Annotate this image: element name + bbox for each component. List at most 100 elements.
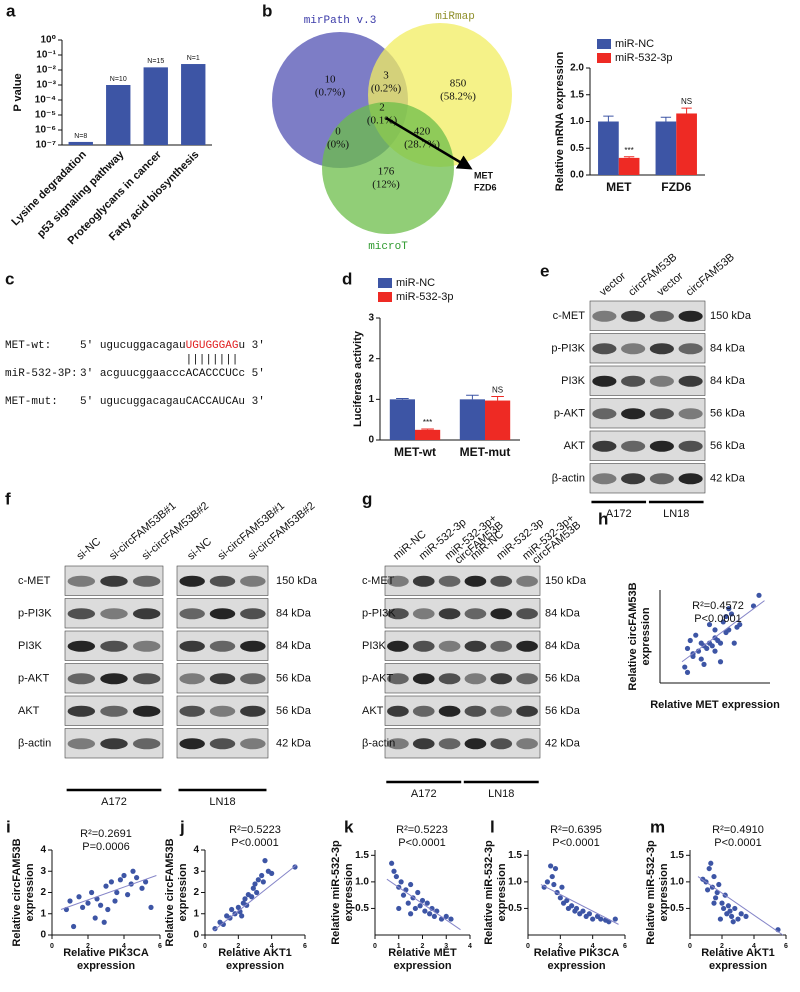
panel-letter: e: [540, 261, 549, 280]
point: [112, 898, 118, 904]
point: [716, 881, 722, 888]
seq-part: c 5': [238, 368, 264, 380]
band: [464, 673, 487, 685]
band: [464, 705, 487, 717]
row-label: p-PI3K: [362, 608, 396, 620]
band: [240, 705, 266, 717]
band: [67, 738, 96, 750]
point: [101, 919, 107, 925]
fit-line: [540, 884, 619, 925]
y-axis-label: expression: [640, 607, 652, 665]
x-tick-label: MET: [606, 180, 632, 194]
x-axis-label: expression: [709, 960, 767, 972]
point: [393, 873, 399, 880]
sequence: 5' ugucuggacagauUGUGGGAGu 3': [80, 340, 265, 352]
panel-letter: a: [6, 1, 16, 20]
point: [743, 913, 749, 920]
band: [438, 575, 461, 587]
y-tick-label: 1.0: [570, 116, 584, 127]
x-tick-label: 0: [688, 943, 692, 950]
legend-swatch: [378, 278, 392, 288]
y-tick-label: 1.5: [570, 89, 584, 100]
band: [412, 640, 435, 652]
band: [209, 673, 236, 685]
legend-label: miR-532-3p: [396, 291, 453, 303]
band: [516, 673, 538, 685]
y-tick-label: 2: [368, 353, 374, 364]
point: [549, 873, 555, 880]
band: [100, 608, 128, 620]
region-percent: (0.1%): [367, 115, 398, 127]
x-tick-label: 4: [122, 943, 126, 950]
band: [67, 640, 96, 652]
point: [242, 896, 248, 902]
band: [209, 640, 236, 652]
point: [709, 643, 715, 649]
point: [552, 865, 559, 872]
error-bar: [491, 395, 504, 401]
band: [179, 738, 205, 750]
point: [738, 911, 744, 917]
band: [678, 473, 703, 485]
seq-part: u 3': [238, 340, 264, 352]
point: [117, 877, 123, 883]
bar-label: N=8: [74, 133, 87, 140]
band: [490, 608, 513, 620]
x-tick-label: 3: [444, 943, 448, 950]
region-percent: (0%): [327, 139, 349, 151]
x-tick-label: 6: [623, 943, 627, 950]
band: [490, 575, 513, 587]
band: [387, 575, 409, 587]
panel-letter: h: [598, 509, 608, 528]
fit-line: [60, 875, 157, 910]
x-tick-label: MET-wt: [394, 445, 436, 459]
point: [134, 875, 140, 881]
point: [220, 921, 226, 927]
point: [612, 916, 618, 922]
y-axis-label: Relative circFAM53B: [11, 838, 23, 946]
size-label: 56 kDa: [276, 673, 312, 685]
region-percent: (12%): [372, 179, 400, 191]
row-label: c-MET: [553, 310, 586, 322]
x-tick-label: FZD6: [661, 180, 691, 194]
x-tick-label: 0: [373, 943, 377, 950]
y-tick-label: 3: [368, 313, 374, 324]
x-tick-label: 0: [526, 943, 530, 950]
y-tick-label: 1.5: [508, 850, 522, 861]
point: [573, 905, 580, 912]
point: [706, 621, 713, 628]
bar: [618, 157, 640, 175]
point: [737, 621, 743, 628]
band: [387, 705, 409, 717]
band: [179, 608, 205, 620]
annotation: R²=0.4910: [712, 824, 764, 836]
significance: NS: [492, 386, 503, 395]
size-label: 42 kDa: [710, 473, 746, 485]
band: [179, 673, 205, 685]
band: [621, 343, 646, 355]
group-label: A172: [101, 796, 127, 808]
x-tick-label: 2: [236, 943, 240, 950]
point: [412, 905, 418, 912]
y-axis-label: expression: [658, 863, 670, 921]
point: [726, 606, 732, 612]
row-label: AKT: [18, 705, 40, 717]
blot-row: [384, 728, 541, 759]
fit-line: [213, 864, 297, 932]
band: [592, 440, 617, 452]
bar: [485, 400, 511, 440]
annotation: P<0.0001: [398, 837, 445, 849]
band: [490, 673, 513, 685]
x-tick-label: 1: [397, 943, 401, 950]
x-tick-label: 4: [752, 943, 756, 950]
x-tick-label: 2: [720, 943, 724, 950]
sequence-name: MET-mut:: [5, 396, 58, 408]
point: [391, 868, 397, 874]
point: [712, 627, 718, 633]
point: [756, 592, 762, 598]
point: [67, 898, 73, 904]
sequence-name: MET-wt:: [5, 340, 51, 352]
point: [704, 645, 710, 652]
seq-part: 3': [80, 368, 93, 380]
point: [235, 904, 241, 910]
